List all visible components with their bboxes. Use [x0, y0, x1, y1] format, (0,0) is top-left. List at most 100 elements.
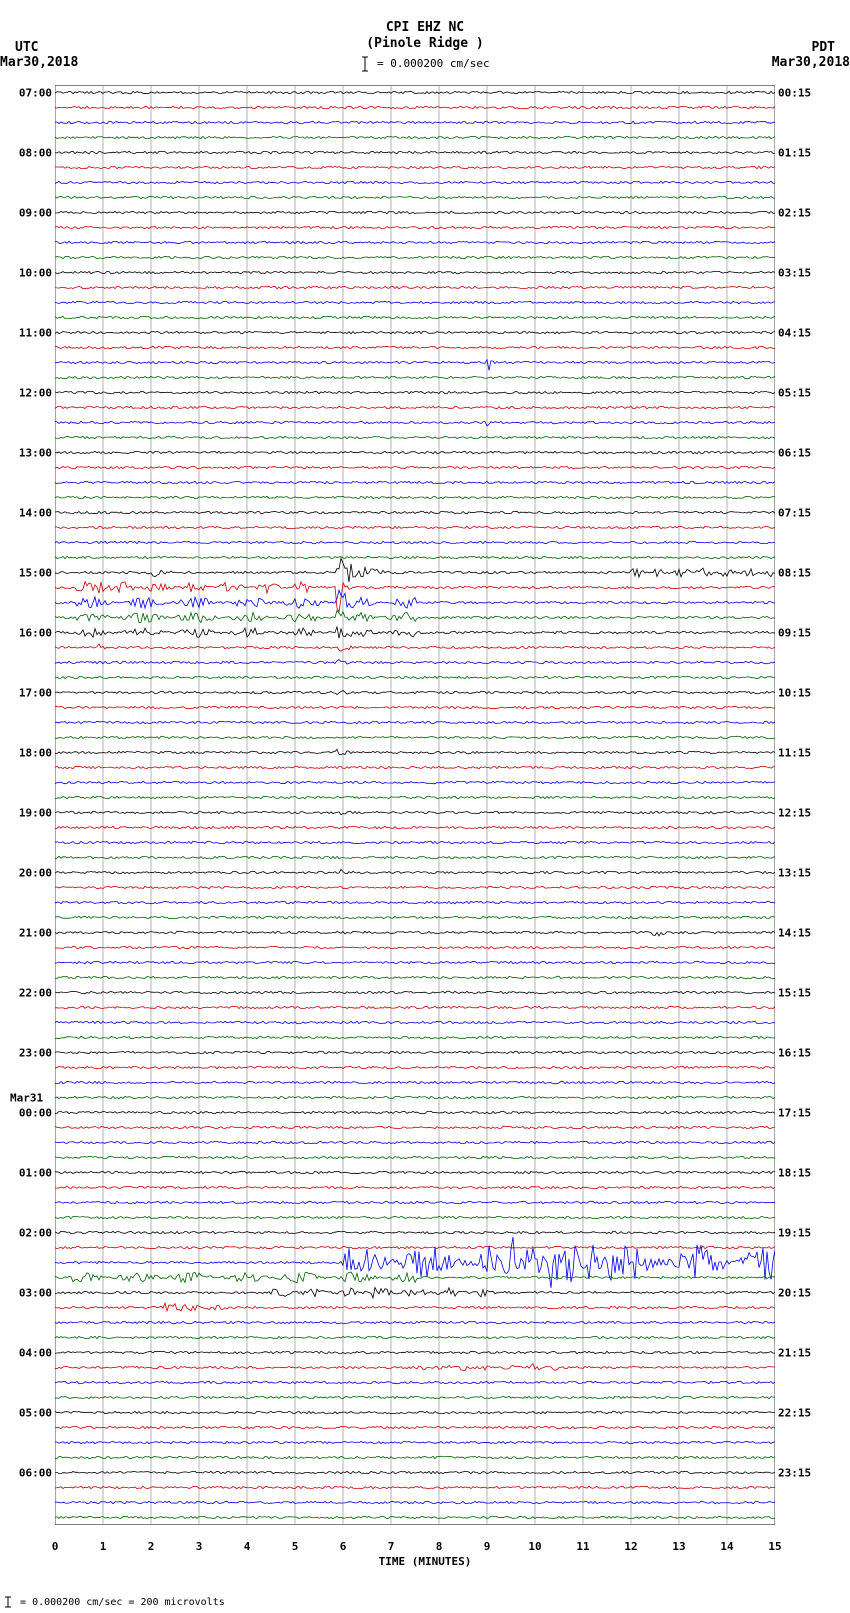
- trace-line: [55, 916, 775, 918]
- right-time-label: 02:15: [778, 206, 811, 219]
- right-time-label: 07:15: [778, 506, 811, 519]
- right-time-label: 11:15: [778, 746, 811, 759]
- trace-line: [55, 256, 775, 258]
- trace-line: [55, 121, 775, 123]
- left-time-label: 18:00: [19, 746, 52, 759]
- left-time-label: 02:00: [19, 1226, 52, 1239]
- left-time-label: 16:00: [19, 626, 52, 639]
- trace-line: [55, 1396, 775, 1398]
- left-time-label: 15:00: [19, 566, 52, 579]
- x-tick-label: 3: [196, 1540, 203, 1553]
- trace-line: [55, 946, 775, 948]
- trace-line: [55, 331, 775, 333]
- left-time-label: 07:00: [19, 86, 52, 99]
- trace-line: [55, 286, 775, 288]
- right-time-label: 14:15: [778, 926, 811, 939]
- trace-line: [55, 106, 775, 108]
- trace-line: [55, 736, 775, 738]
- station-subtitle: (Pinole Ridge ): [0, 36, 850, 51]
- trace-line: [55, 541, 775, 543]
- trace-line: [55, 1426, 775, 1428]
- trace-line: [55, 1441, 775, 1443]
- trace-line: [55, 1141, 775, 1143]
- trace-line: [55, 91, 775, 93]
- trace-line: [55, 511, 775, 513]
- trace-line: [55, 1231, 775, 1233]
- trace-line: [55, 1051, 775, 1053]
- trace-line: [55, 316, 775, 318]
- trace-line: [55, 166, 775, 168]
- trace-line: [55, 451, 775, 453]
- trace-line: [55, 1411, 775, 1413]
- right-time-label: 18:15: [778, 1166, 811, 1179]
- station-title: CPI EHZ NC: [0, 20, 850, 35]
- trace-line: [55, 376, 775, 378]
- footnote-text: = 0.000200 cm/sec = 200 microvolts: [20, 1597, 225, 1608]
- trace-line: [55, 796, 775, 798]
- trace-line: [55, 1288, 775, 1299]
- trace-line: [55, 749, 775, 754]
- x-tick-label: 12: [624, 1540, 637, 1553]
- trace-line: [55, 1364, 775, 1371]
- footnote-scale: = 0.000200 cm/sec = 200 microvolts: [2, 1596, 225, 1608]
- right-time-label: 19:15: [778, 1226, 811, 1239]
- trace-line: [55, 1471, 775, 1473]
- right-time-label: 04:15: [778, 326, 811, 339]
- trace-line: [55, 1501, 775, 1503]
- scale-value: = 0.000200 cm/sec: [377, 57, 490, 70]
- trace-line: [55, 241, 775, 243]
- trace-line: [55, 1456, 775, 1458]
- trace-line: [55, 1186, 775, 1188]
- trace-line: [55, 886, 775, 888]
- x-tick-label: 5: [292, 1540, 299, 1553]
- left-time-label: 21:00: [19, 926, 52, 939]
- trace-line: [55, 181, 775, 183]
- trace-line: [55, 1303, 775, 1311]
- trace-line: [55, 1156, 775, 1158]
- x-tick-label: 14: [720, 1540, 733, 1553]
- trace-line: [55, 660, 775, 665]
- left-time-label: 17:00: [19, 686, 52, 699]
- trace-line: [55, 1096, 775, 1098]
- trace-line: [55, 1336, 775, 1338]
- left-time-label: 08:00: [19, 146, 52, 159]
- trace-line: [55, 627, 775, 639]
- left-time-label: 01:00: [19, 1166, 52, 1179]
- right-time-label: 10:15: [778, 686, 811, 699]
- trace-line: [55, 961, 775, 963]
- trace-line: [55, 360, 775, 371]
- trace-line: [55, 1066, 775, 1068]
- right-time-label: 12:15: [778, 806, 811, 819]
- right-time-label: 01:15: [778, 146, 811, 159]
- trace-line: [55, 676, 775, 678]
- trace-line: [55, 976, 775, 978]
- x-tick-label: 15: [768, 1540, 781, 1553]
- trace-line: [55, 556, 775, 558]
- trace-line: [55, 1486, 775, 1488]
- right-time-label: 05:15: [778, 386, 811, 399]
- x-tick-label: 7: [388, 1540, 395, 1553]
- left-time-label: 13:00: [19, 446, 52, 459]
- right-time-label: 13:15: [778, 866, 811, 879]
- trace-line: [55, 346, 775, 348]
- x-tick-label: 2: [148, 1540, 155, 1553]
- trace-line: [55, 1351, 775, 1353]
- left-time-label: 22:00: [19, 986, 52, 999]
- trace-line: [55, 706, 775, 708]
- trace-line: [55, 1272, 775, 1283]
- trace-line: [55, 1036, 775, 1038]
- left-time-label: 04:00: [19, 1346, 52, 1359]
- trace-line: [55, 721, 775, 723]
- trace-line: [55, 856, 775, 858]
- trace-line: [55, 196, 775, 198]
- trace-line: [55, 901, 775, 903]
- seismogram-container: UTC Mar30,2018 PDT Mar30,2018 CPI EHZ NC…: [0, 0, 850, 1613]
- trace-line: [55, 271, 775, 273]
- x-axis-title: TIME (MINUTES): [0, 1555, 850, 1568]
- trace-line: [55, 1381, 775, 1383]
- trace-line: [55, 582, 775, 612]
- left-time-label: 11:00: [19, 326, 52, 339]
- trace-line: [55, 1201, 775, 1203]
- trace-line: [55, 811, 775, 814]
- trace-line: [55, 1321, 775, 1323]
